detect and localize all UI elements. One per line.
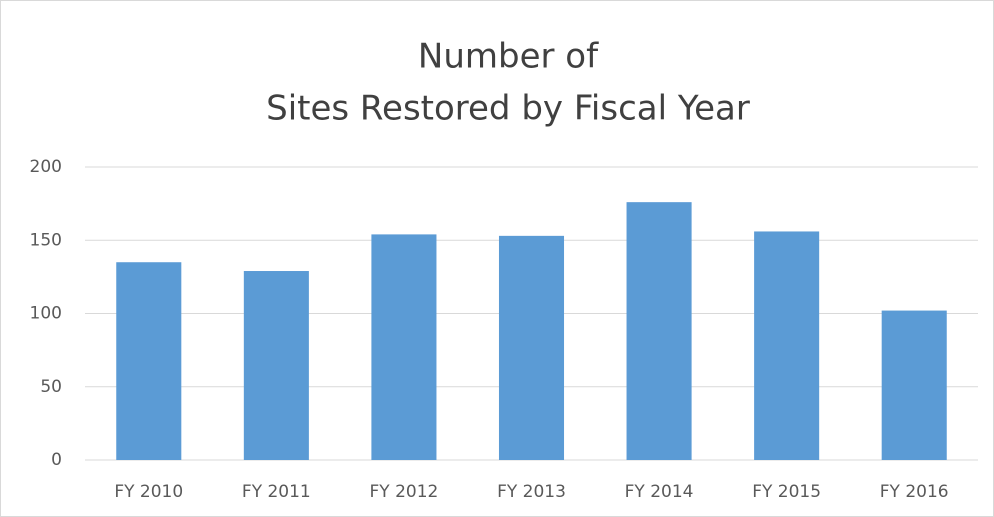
y-tick-label: 100 <box>30 304 62 324</box>
y-tick-label: 50 <box>40 377 62 397</box>
y-tick-label: 150 <box>30 230 62 250</box>
x-tick-label: FY 2012 <box>370 482 439 502</box>
bar <box>626 202 692 460</box>
x-tick-label: FY 2010 <box>114 482 183 502</box>
bar <box>754 231 820 460</box>
bar <box>116 262 182 460</box>
y-tick-label: 200 <box>30 157 62 177</box>
x-tick-label: FY 2013 <box>497 482 566 502</box>
x-tick-label: FY 2016 <box>880 482 949 502</box>
chart-title: Number of <box>418 37 599 77</box>
bar <box>498 235 565 460</box>
bar <box>371 234 437 460</box>
x-tick-label: FY 2011 <box>242 482 311 502</box>
x-tick-label: FY 2014 <box>625 482 694 502</box>
y-tick-label: 0 <box>51 450 62 470</box>
x-tick-label: FY 2015 <box>752 482 821 502</box>
bar <box>243 271 309 460</box>
bar <box>881 310 947 460</box>
chart-title: Sites Restored by Fiscal Year <box>266 89 750 129</box>
